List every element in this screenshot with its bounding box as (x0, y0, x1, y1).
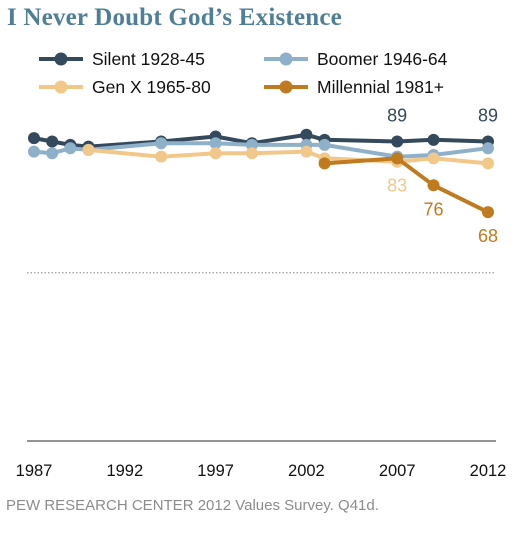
data-point-1988 (46, 135, 59, 148)
x-tick-label-1997: 1997 (197, 462, 234, 480)
x-tick-label-2002: 2002 (288, 462, 325, 480)
data-point-1997 (209, 137, 222, 150)
data-label-silent-1928-45-2007: 89 (387, 106, 407, 126)
data-point-1989 (64, 142, 77, 155)
chart-title: I Never Doubt God’s Existence (7, 4, 342, 31)
series-gen-x-1965-80 (82, 143, 494, 170)
data-point-2002 (300, 128, 313, 141)
x-tick-label-2007: 2007 (379, 462, 416, 480)
data-label-millennial-1981-2009: 76 (424, 199, 444, 219)
data-point-1994 (155, 137, 168, 150)
data-point-1987 (28, 132, 40, 145)
data-labels: 89 89 83 76 68 (387, 106, 498, 247)
data-point-1990 (82, 143, 95, 156)
series-line (322, 156, 490, 215)
legend-swatch-marker (54, 80, 68, 94)
data-point-1999 (245, 138, 258, 151)
data-point-1994 (155, 150, 168, 163)
data-point-2012 (482, 142, 494, 155)
series-millennial-1981 (318, 152, 494, 219)
legend-label: Silent 1928-45 (92, 49, 205, 69)
data-point-2009 (427, 152, 440, 165)
x-tick-label-1992: 1992 (106, 462, 143, 480)
legend-swatch-marker (279, 52, 293, 66)
data-point-2007 (391, 152, 404, 165)
source-note: PEW RESEARCH CENTER 2012 Values Survey. … (6, 497, 379, 514)
legend-item-millennial-1981: Millennial 1981+ (264, 77, 444, 97)
x-tick-label-1987: 1987 (16, 462, 53, 480)
data-point-2003 (318, 138, 331, 151)
x-tick-label-2012: 2012 (470, 462, 507, 480)
series-layer (28, 128, 494, 219)
data-point-2003 (318, 157, 331, 170)
data-point-1987 (28, 145, 40, 158)
legend-swatch-marker (54, 52, 68, 66)
legend-item-gen-x-1965-80: Gen X 1965-80 (39, 77, 211, 97)
data-point-2002 (300, 145, 313, 158)
data-point-1997 (209, 147, 222, 160)
legend-label: Boomer 1946-64 (317, 49, 448, 69)
legend-item-boomer-1946-64: Boomer 1946-64 (264, 49, 448, 69)
legend-label: Gen X 1965-80 (92, 77, 211, 97)
data-point-1988 (46, 147, 59, 160)
data-point-2012 (482, 206, 494, 219)
legend-item-silent-1928-45: Silent 1928-45 (39, 49, 205, 69)
legend-label: Millennial 1981+ (317, 77, 444, 97)
data-point-2007 (391, 135, 404, 148)
data-label-millennial-1981-2012: 68 (478, 226, 498, 246)
data-point-2009 (427, 179, 440, 192)
data-point-2009 (427, 133, 440, 146)
data-label-silent-1928-45-2012: 89 (478, 106, 498, 126)
data-point-2012 (482, 157, 494, 170)
legend: Silent 1928-45 Boomer 1946-64 Gen X 1965-8… (39, 49, 448, 97)
legend-swatch-marker (279, 80, 293, 94)
x-axis-ticks: 1987 1992 1997 2002 2007 2012 (16, 462, 507, 480)
data-label-gen-x-1965-80-2007: 83 (387, 176, 407, 196)
data-point-1999 (245, 147, 258, 160)
